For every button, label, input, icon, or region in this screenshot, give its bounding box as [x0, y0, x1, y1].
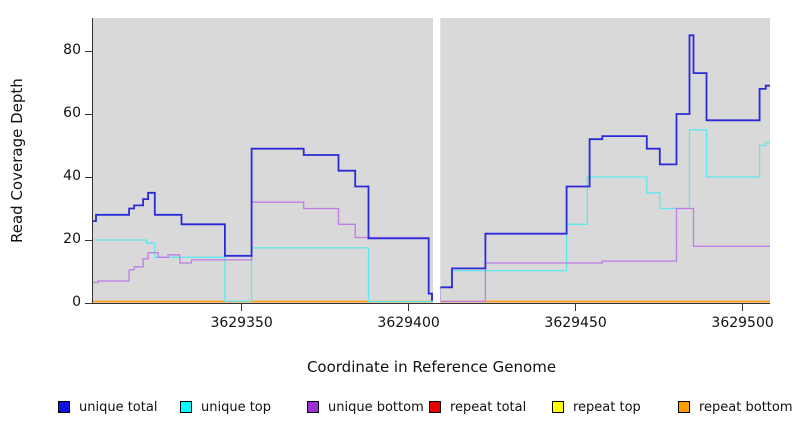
legend-swatch-icon [552, 401, 564, 413]
y-tick-label: 60 [63, 105, 81, 122]
legend-item-repeat-top: repeat top [552, 398, 641, 416]
y-tick-label: 20 [63, 231, 81, 248]
y-tick [85, 113, 92, 115]
y-axis-line [92, 18, 93, 303]
legend-label: repeat total [450, 399, 527, 415]
legend-label: repeat bottom [699, 399, 792, 415]
no-data-gap-band [433, 18, 441, 303]
legend-label: unique total [79, 399, 158, 415]
coverage-lines-svg [93, 18, 770, 303]
x-tick-label: 3629450 [544, 315, 607, 331]
legend-swatch-icon [429, 401, 441, 413]
x-tick-label: 3629350 [210, 315, 273, 331]
plot-area [93, 18, 770, 303]
legend-item-unique-total: unique total [58, 398, 157, 416]
y-tick-label: 80 [63, 42, 81, 59]
legend-label: unique top [201, 399, 272, 415]
y-tick-label: 0 [72, 294, 81, 310]
y-axis-label: Read Coverage Depth [8, 78, 26, 243]
y-tick [85, 176, 92, 178]
series-unique-bottom [93, 201, 770, 303]
x-tick [408, 304, 410, 311]
legend-swatch-icon [678, 401, 690, 413]
y-tick [85, 302, 92, 304]
legend-item-repeat-total: repeat total [429, 398, 526, 416]
x-axis-label: Coordinate in Reference Genome [306, 358, 557, 376]
series-unique-top [93, 129, 770, 303]
legend-swatch-icon [58, 401, 70, 413]
x-tick-label: 3629500 [711, 315, 774, 331]
y-tick [85, 50, 92, 52]
x-axis-line [92, 303, 770, 304]
legend-item-repeat-bottom: repeat bottom [678, 398, 792, 416]
legend-label: unique bottom [328, 399, 424, 415]
x-tick [742, 304, 744, 311]
legend-item-unique-top: unique top [180, 398, 271, 416]
x-tick [575, 304, 577, 311]
legend-swatch-icon [180, 401, 192, 413]
legend-item-unique-bottom: unique bottom [307, 398, 424, 416]
legend-label: repeat top [573, 399, 641, 415]
y-tick-label: 40 [63, 168, 81, 185]
y-tick [85, 239, 92, 241]
legend-swatch-icon [307, 401, 319, 413]
x-tick [241, 304, 243, 311]
x-tick-label: 3629400 [377, 315, 440, 331]
series-unique-total [93, 34, 770, 301]
